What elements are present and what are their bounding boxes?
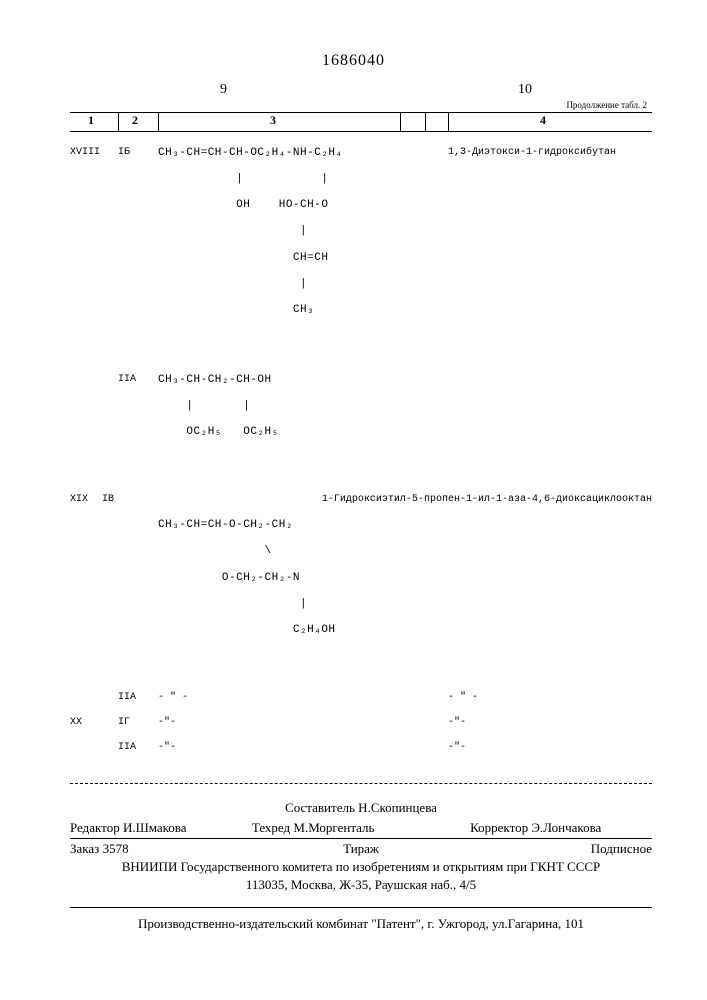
cell-c2: IIА <box>118 742 158 755</box>
corrector-name: Э.Лончакова <box>531 820 601 835</box>
cell-name: 1,3-Диэтокси-1-гидроксибутан <box>448 147 652 161</box>
cell-formula: -"- <box>158 742 448 755</box>
cell-c1: XX <box>70 717 118 730</box>
cell-formula: O-CH₂-CH₂-N <box>158 572 448 586</box>
cell-formula: | | <box>158 173 448 187</box>
cell-formula: C₂H₄OH <box>158 624 448 638</box>
publisher: Производственно-издательский комбинат "П… <box>70 916 652 932</box>
table-row: XVIIIIБCH₃-CH=CH-CH-OC₂H₄-NH-C₂H₄1,3-Диэ… <box>70 147 652 161</box>
corrector-label: Корректор <box>470 820 528 835</box>
cell-formula: | <box>158 598 448 612</box>
cell-c2: IГ <box>118 717 158 730</box>
page: 1686040 9 10 Продолжение табл. 2 1 2 3 4… <box>0 0 707 1000</box>
compiler-label: Составитель <box>285 800 355 815</box>
table-row: IIА- " -- " - <box>70 692 652 705</box>
cell-name: -"- <box>448 742 652 755</box>
cell-c1: XIX <box>70 494 102 507</box>
column-number-right: 10 <box>518 82 532 98</box>
table-header-row: 1 2 3 4 <box>70 112 652 132</box>
cell-c1 <box>70 742 118 755</box>
column-number-left: 9 <box>220 82 227 98</box>
footer-rule <box>70 907 652 908</box>
cell-formula: OC₂H₅ OC₂H₅ <box>158 426 448 440</box>
table-end-rule <box>70 783 652 784</box>
header-1: 1 <box>88 113 94 128</box>
table-row: IIАCH₃-CH-CH₂-CH-OH <box>70 374 652 388</box>
cell-c1: XVIII <box>70 147 118 161</box>
cell-formula: CH₃-CH=CH-O-CH₂-CH₂ <box>158 519 448 533</box>
cell-name <box>448 374 652 388</box>
cell-formula: -"- <box>158 717 448 730</box>
patent-number: 1686040 <box>0 52 707 70</box>
credits-row: Редактор И.Шмакова Техред М.Моргенталь К… <box>70 818 652 836</box>
org-line1: ВНИИПИ Государственного комитета по изоб… <box>70 859 652 875</box>
cell-formula: | <box>158 225 448 239</box>
header-3: 3 <box>270 113 276 128</box>
order-row: Заказ 3578 Тираж Подписное <box>70 838 652 857</box>
cell-name: 1-Гидроксиэтил-5-пропен-1-ил-1-аза-4,6-д… <box>322 494 652 507</box>
cell-formula: CH₃-CH-CH₂-CH-OH <box>158 374 448 388</box>
cell-formula: CH₃ <box>158 304 448 318</box>
table: 1 2 3 4 XVIIIIБCH₃-CH=CH-CH-OC₂H₄-NH-C₂H… <box>70 112 652 784</box>
cell-formula: CH=CH <box>158 252 448 266</box>
cell-c1 <box>70 374 118 388</box>
cell-formula: OH HO-CH-O <box>158 199 448 213</box>
table-continuation-label: Продолжение табл. 2 <box>566 100 647 110</box>
org-line2: 113035, Москва, Ж-35, Раушская наб., 4/5 <box>70 877 652 893</box>
table-row: XXIГ-"--"- <box>70 717 652 730</box>
order-label: Заказ <box>70 841 99 856</box>
table-row: XIXIВ 1-Гидроксиэтил-5-пропен-1-ил-1-аза-… <box>70 494 652 507</box>
tirazh-label: Тираж <box>343 841 379 856</box>
cell-c2: IIА <box>118 374 158 388</box>
cell-name: -"- <box>448 717 652 730</box>
cell-name: - " - <box>448 692 652 705</box>
cell-c1 <box>70 692 118 705</box>
compiler-name: Н.Скопинцева <box>358 800 437 815</box>
cell-formula: - " - <box>158 692 448 705</box>
cell-c2: IВ <box>102 494 129 507</box>
cell-formula <box>129 494 322 507</box>
techred-name: М.Моргенталь <box>293 820 374 835</box>
editor-label: Редактор <box>70 820 120 835</box>
order-number: 3578 <box>103 841 129 856</box>
header-2: 2 <box>132 113 138 128</box>
cell-formula: CH₃-CH=CH-CH-OC₂H₄-NH-C₂H₄ <box>158 147 448 161</box>
cell-formula: | <box>158 278 448 292</box>
cell-c2: IБ <box>118 147 158 161</box>
table-body: XVIIIIБCH₃-CH=CH-CH-OC₂H₄-NH-C₂H₄1,3-Диэ… <box>70 132 652 779</box>
header-4: 4 <box>540 113 546 128</box>
cell-c2: IIА <box>118 692 158 705</box>
cell-formula: | | <box>158 400 448 414</box>
footer: Составитель Н.Скопинцева Редактор И.Шмак… <box>70 800 652 932</box>
cell-formula: \ <box>158 545 448 559</box>
techred-label: Техред <box>252 820 290 835</box>
podpisnoe: Подписное <box>591 841 652 856</box>
table-row: IIА-"--"- <box>70 742 652 755</box>
editor-name: И.Шмакова <box>123 820 187 835</box>
